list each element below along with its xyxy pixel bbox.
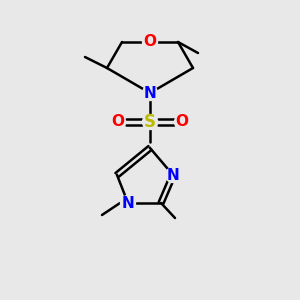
Circle shape [121, 196, 136, 211]
Text: N: N [144, 85, 156, 100]
Circle shape [110, 115, 125, 130]
Text: N: N [167, 167, 179, 182]
Text: O: O [176, 115, 188, 130]
Circle shape [142, 34, 158, 50]
Text: N: N [122, 196, 134, 211]
Text: O: O [143, 34, 157, 50]
Text: S: S [144, 113, 156, 131]
Text: O: O [112, 115, 124, 130]
Circle shape [142, 115, 158, 130]
Circle shape [175, 115, 190, 130]
Circle shape [166, 167, 181, 182]
Circle shape [142, 85, 158, 100]
